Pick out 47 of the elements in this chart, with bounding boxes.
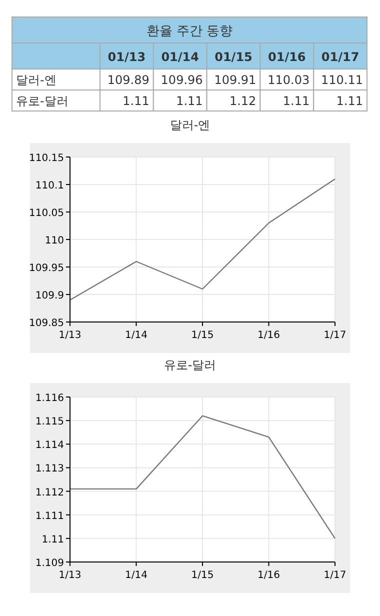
x-tick-label: 1/16 xyxy=(258,570,280,581)
y-tick-label: 109.95 xyxy=(29,263,64,274)
x-tick-label: 01/14 xyxy=(161,50,199,64)
x-tick-label: 1/13 xyxy=(58,330,82,341)
chart-title: 환율 주간 동향 xyxy=(146,24,233,39)
y-tick-label: 1.111 xyxy=(35,510,64,522)
line-series xyxy=(69,178,336,301)
y-tick-label: 110.15 xyxy=(29,153,64,164)
x-tick-label: 1/16 xyxy=(258,330,280,341)
y-tick-label: 110.05 xyxy=(29,208,64,219)
data-label: 109.91 xyxy=(214,73,256,87)
x-tick-label: 1/17 xyxy=(324,570,346,581)
data-label: 1.11 xyxy=(336,94,363,108)
x-tick-label: 01/15 xyxy=(214,50,252,64)
x-tick-label: 01/13 xyxy=(108,50,146,64)
chart-title: 유로-달러 xyxy=(164,358,216,372)
x-tick-label: 01/17 xyxy=(321,50,360,64)
y-tick-label: 달러-엔 xyxy=(16,73,56,87)
x-tick-label: 1/17 xyxy=(324,330,346,341)
x-tick-label: 1/14 xyxy=(125,570,148,581)
x-tick-label: 1/15 xyxy=(191,330,214,341)
y-tick-label: 유로-달러 xyxy=(16,94,68,108)
y-tick-label: 110 xyxy=(44,236,64,246)
line-series xyxy=(69,415,336,540)
y-tick-label: 110.1 xyxy=(35,180,64,192)
x-tick-label: 01/16 xyxy=(268,50,306,64)
data-label: 109.89 xyxy=(107,73,150,87)
x-tick-label: 1/14 xyxy=(125,330,148,341)
data-label: 1.11 xyxy=(176,94,203,108)
y-tick-label: 109.9 xyxy=(35,290,64,302)
y-tick-label: 109.85 xyxy=(29,318,64,329)
y-tick-label: 1.109 xyxy=(35,558,64,569)
chart-title: 달러-엔 xyxy=(170,118,210,132)
y-tick-label: 1.115 xyxy=(35,416,64,428)
y-tick-label: 1.113 xyxy=(35,464,64,475)
y-tick-label: 1.11 xyxy=(42,534,64,546)
data-label: 1.11 xyxy=(122,94,150,108)
x-tick-label: 1/13 xyxy=(58,570,82,581)
x-tick-label: 1/15 xyxy=(191,570,214,581)
y-tick-label: 1.114 xyxy=(35,440,64,452)
data-label: 110.03 xyxy=(268,73,310,87)
data-label: 1.12 xyxy=(229,94,256,108)
data-label: 1.11 xyxy=(282,94,310,108)
y-tick-label: 1.116 xyxy=(35,393,64,404)
data-label: 110.11 xyxy=(321,73,363,87)
y-tick-label: 1.112 xyxy=(35,487,64,498)
data-label: 109.96 xyxy=(160,73,203,87)
